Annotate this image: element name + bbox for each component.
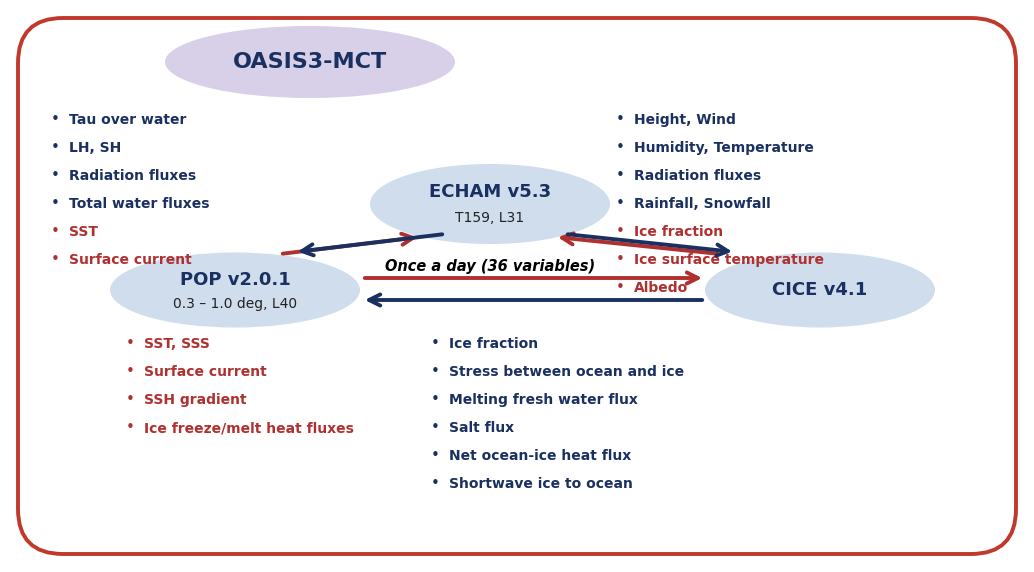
Text: POP v2.0.1: POP v2.0.1 <box>180 271 291 289</box>
Text: OASIS3-MCT: OASIS3-MCT <box>233 52 387 72</box>
Text: Stress between ocean and ice: Stress between ocean and ice <box>449 365 685 379</box>
Text: Total water fluxes: Total water fluxes <box>69 197 210 211</box>
Text: LH, SH: LH, SH <box>69 141 121 155</box>
Text: Radiation fluxes: Radiation fluxes <box>634 169 761 183</box>
FancyBboxPatch shape <box>18 18 1016 554</box>
Text: Net ocean-ice heat flux: Net ocean-ice heat flux <box>449 449 631 463</box>
Text: Surface current: Surface current <box>69 253 191 267</box>
Text: •: • <box>615 252 625 268</box>
Text: Ice surface temperature: Ice surface temperature <box>634 253 824 267</box>
Text: •: • <box>430 336 439 352</box>
Text: T159, L31: T159, L31 <box>455 211 524 225</box>
Text: 0.3 – 1.0 deg, L40: 0.3 – 1.0 deg, L40 <box>173 297 297 311</box>
Text: Salt flux: Salt flux <box>449 421 514 435</box>
Text: SST, SSS: SST, SSS <box>144 337 210 351</box>
Text: Shortwave ice to ocean: Shortwave ice to ocean <box>449 477 633 491</box>
Text: ECHAM v5.3: ECHAM v5.3 <box>429 183 551 201</box>
Ellipse shape <box>370 164 610 244</box>
Text: •: • <box>51 169 59 184</box>
Text: Tau over water: Tau over water <box>69 113 186 127</box>
Text: Ice fraction: Ice fraction <box>449 337 538 351</box>
Text: Ice fraction: Ice fraction <box>634 225 723 239</box>
Text: Height, Wind: Height, Wind <box>634 113 736 127</box>
Text: SST: SST <box>69 225 98 239</box>
Text: Surface current: Surface current <box>144 365 267 379</box>
Text: •: • <box>51 252 59 268</box>
Text: •: • <box>615 224 625 240</box>
Text: Ice freeze/melt heat fluxes: Ice freeze/melt heat fluxes <box>144 421 354 435</box>
Ellipse shape <box>110 252 360 328</box>
Text: CICE v4.1: CICE v4.1 <box>772 281 868 299</box>
Text: Radiation fluxes: Radiation fluxes <box>69 169 196 183</box>
Text: Melting fresh water flux: Melting fresh water flux <box>449 393 638 407</box>
Text: Albedo: Albedo <box>634 281 689 295</box>
Text: •: • <box>51 113 59 128</box>
Ellipse shape <box>705 252 935 328</box>
Text: •: • <box>51 197 59 212</box>
Text: •: • <box>615 280 625 296</box>
Text: Rainfall, Snowfall: Rainfall, Snowfall <box>634 197 770 211</box>
Text: •: • <box>615 141 625 156</box>
Text: •: • <box>615 113 625 128</box>
Text: •: • <box>615 197 625 212</box>
Text: •: • <box>125 336 134 352</box>
Text: •: • <box>430 364 439 379</box>
Text: SSH gradient: SSH gradient <box>144 393 247 407</box>
Text: •: • <box>430 476 439 491</box>
Text: Humidity, Temperature: Humidity, Temperature <box>634 141 814 155</box>
Text: •: • <box>615 169 625 184</box>
Text: Once a day (36 variables): Once a day (36 variables) <box>385 260 595 275</box>
Text: •: • <box>430 392 439 407</box>
Text: •: • <box>125 392 134 407</box>
Text: •: • <box>51 141 59 156</box>
Text: •: • <box>125 420 134 435</box>
Text: •: • <box>125 364 134 379</box>
Text: •: • <box>430 420 439 435</box>
Ellipse shape <box>165 26 455 98</box>
Text: •: • <box>51 224 59 240</box>
Text: •: • <box>430 448 439 463</box>
